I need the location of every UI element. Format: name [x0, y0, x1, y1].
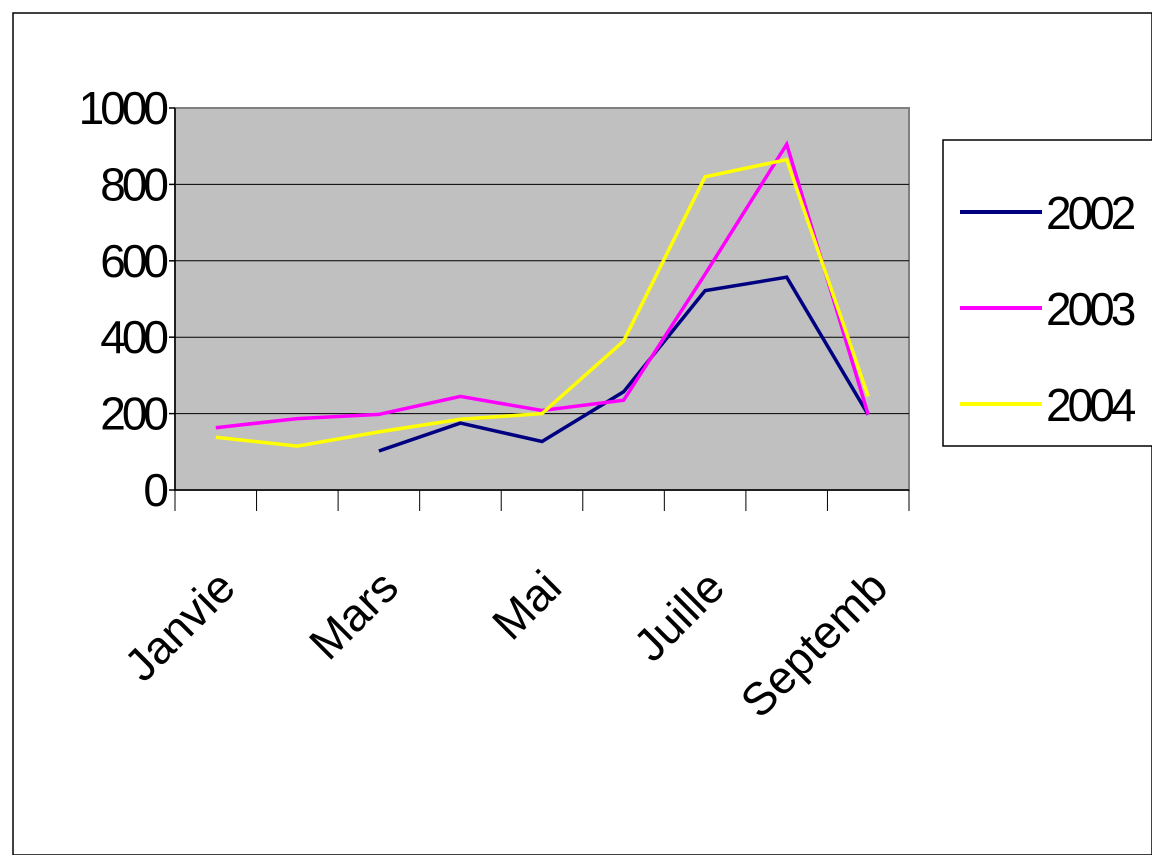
- legend-label-2003: 2003: [1046, 283, 1135, 335]
- series-line-2002: [378, 275, 870, 453]
- legend-label-2002: 2002: [1046, 187, 1135, 239]
- legend-box: [942, 139, 1152, 447]
- y-tick-label: 1000: [79, 82, 168, 134]
- series-line-2004: [215, 157, 870, 448]
- series-line-2003: [215, 140, 870, 430]
- y-tick-label: 800: [100, 158, 167, 210]
- y-tick-label: 0: [143, 464, 167, 516]
- series-lines: [215, 140, 870, 453]
- legend: 2002 2003 2004: [942, 139, 1152, 447]
- y-tick-label: 200: [100, 388, 167, 440]
- y-tick-label: 600: [100, 235, 167, 287]
- plot-area: [174, 107, 910, 491]
- legend-label-2004: 2004: [1046, 379, 1136, 431]
- y-tick-label: 400: [100, 311, 167, 363]
